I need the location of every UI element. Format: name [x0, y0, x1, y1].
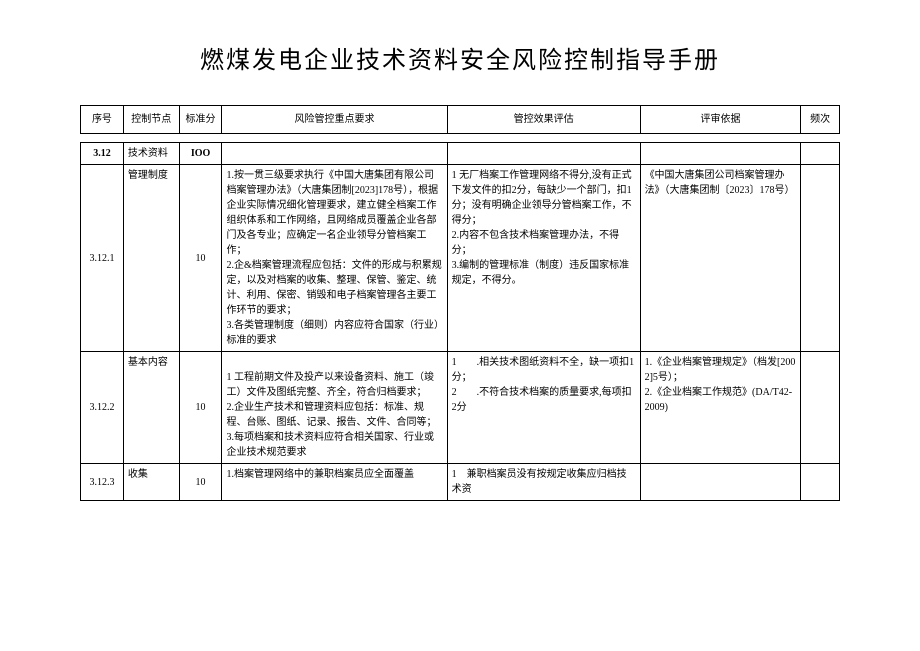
th-freq: 频次: [801, 106, 840, 134]
cell-basis: [640, 143, 801, 165]
cell-basis: 1.《企业档案管理规定》（档发[2002]5号）；2.《企业档案工作规范》(DA…: [640, 352, 801, 464]
th-basis: 评审依据: [640, 106, 801, 134]
cell-eval: 1 无厂档案工作管理网络不得分,没有正式下发文件的扣2分，每缺少一个部门，扣1分…: [447, 165, 640, 352]
table-row: 3.12 技术资料 IOO: [81, 143, 840, 165]
table-row: 3.12.3 收集 10 1.档案管理网络中的兼职档案员应全面覆盖 1 兼职档案…: [81, 464, 840, 501]
cell-eval: 1 兼职档案员没有按规定收集应归档技术资: [447, 464, 640, 501]
cell-seq: 3.12.2: [81, 352, 124, 464]
cell-node: 收集: [123, 464, 179, 501]
table-row: 3.12.2 基本内容 10 1 工程前期文件及投产以来设备资料、施工（竣工）文…: [81, 352, 840, 464]
cell-req: [222, 143, 447, 165]
cell-freq: [801, 143, 840, 165]
cell-req: 1 工程前期文件及投产以来设备资料、施工（竣工）文件及图纸完整、齐全，符合归档要…: [222, 352, 447, 464]
th-eval: 管控效果评估: [447, 106, 640, 134]
cell-score: 10: [179, 165, 222, 352]
cell-node: 基本内容: [123, 352, 179, 464]
cell-eval: [447, 143, 640, 165]
cell-req: 1.按一贯三级要求执行《中国大唐集团有限公司档案管理办法》（大唐集团制[2023…: [222, 165, 447, 352]
th-score: 标准分: [179, 106, 222, 134]
cell-freq: [801, 165, 840, 352]
th-node: 控制节点: [123, 106, 179, 134]
cell-freq: [801, 464, 840, 501]
cell-req: 1.档案管理网络中的兼职档案员应全面覆盖: [222, 464, 447, 501]
cell-score: 10: [179, 352, 222, 464]
cell-basis: [640, 464, 801, 501]
cell-seq: 3.12.1: [81, 165, 124, 352]
header-table: 序号 控制节点 标准分 风险管控重点要求 管控效果评估 评审依据 频次: [80, 105, 840, 134]
cell-freq: [801, 352, 840, 464]
data-table: 3.12 技术资料 IOO 3.12.1 管理制度 10 1.按一贯三级要求执行…: [80, 142, 840, 501]
cell-score: IOO: [179, 143, 222, 165]
table-row: 3.12.1 管理制度 10 1.按一贯三级要求执行《中国大唐集团有限公司档案管…: [81, 165, 840, 352]
cell-seq: 3.12: [81, 143, 124, 165]
cell-node: 管理制度: [123, 165, 179, 352]
page-title: 燃煤发电企业技术资料安全风险控制指导手册: [80, 40, 840, 75]
th-seq: 序号: [81, 106, 124, 134]
header-row: 序号 控制节点 标准分 风险管控重点要求 管控效果评估 评审依据 频次: [81, 106, 840, 134]
cell-eval: 1 .相关技术图纸资料不全，缺一项扣1分；2 .不符合技术档案的质量要求,每项扣…: [447, 352, 640, 464]
cell-score: 10: [179, 464, 222, 501]
cell-basis: 《中国大唐集团公司档案管理办法》（大唐集团制〔2023〕178号）: [640, 165, 801, 352]
cell-seq: 3.12.3: [81, 464, 124, 501]
cell-node: 技术资料: [123, 143, 179, 165]
th-req: 风险管控重点要求: [222, 106, 447, 134]
